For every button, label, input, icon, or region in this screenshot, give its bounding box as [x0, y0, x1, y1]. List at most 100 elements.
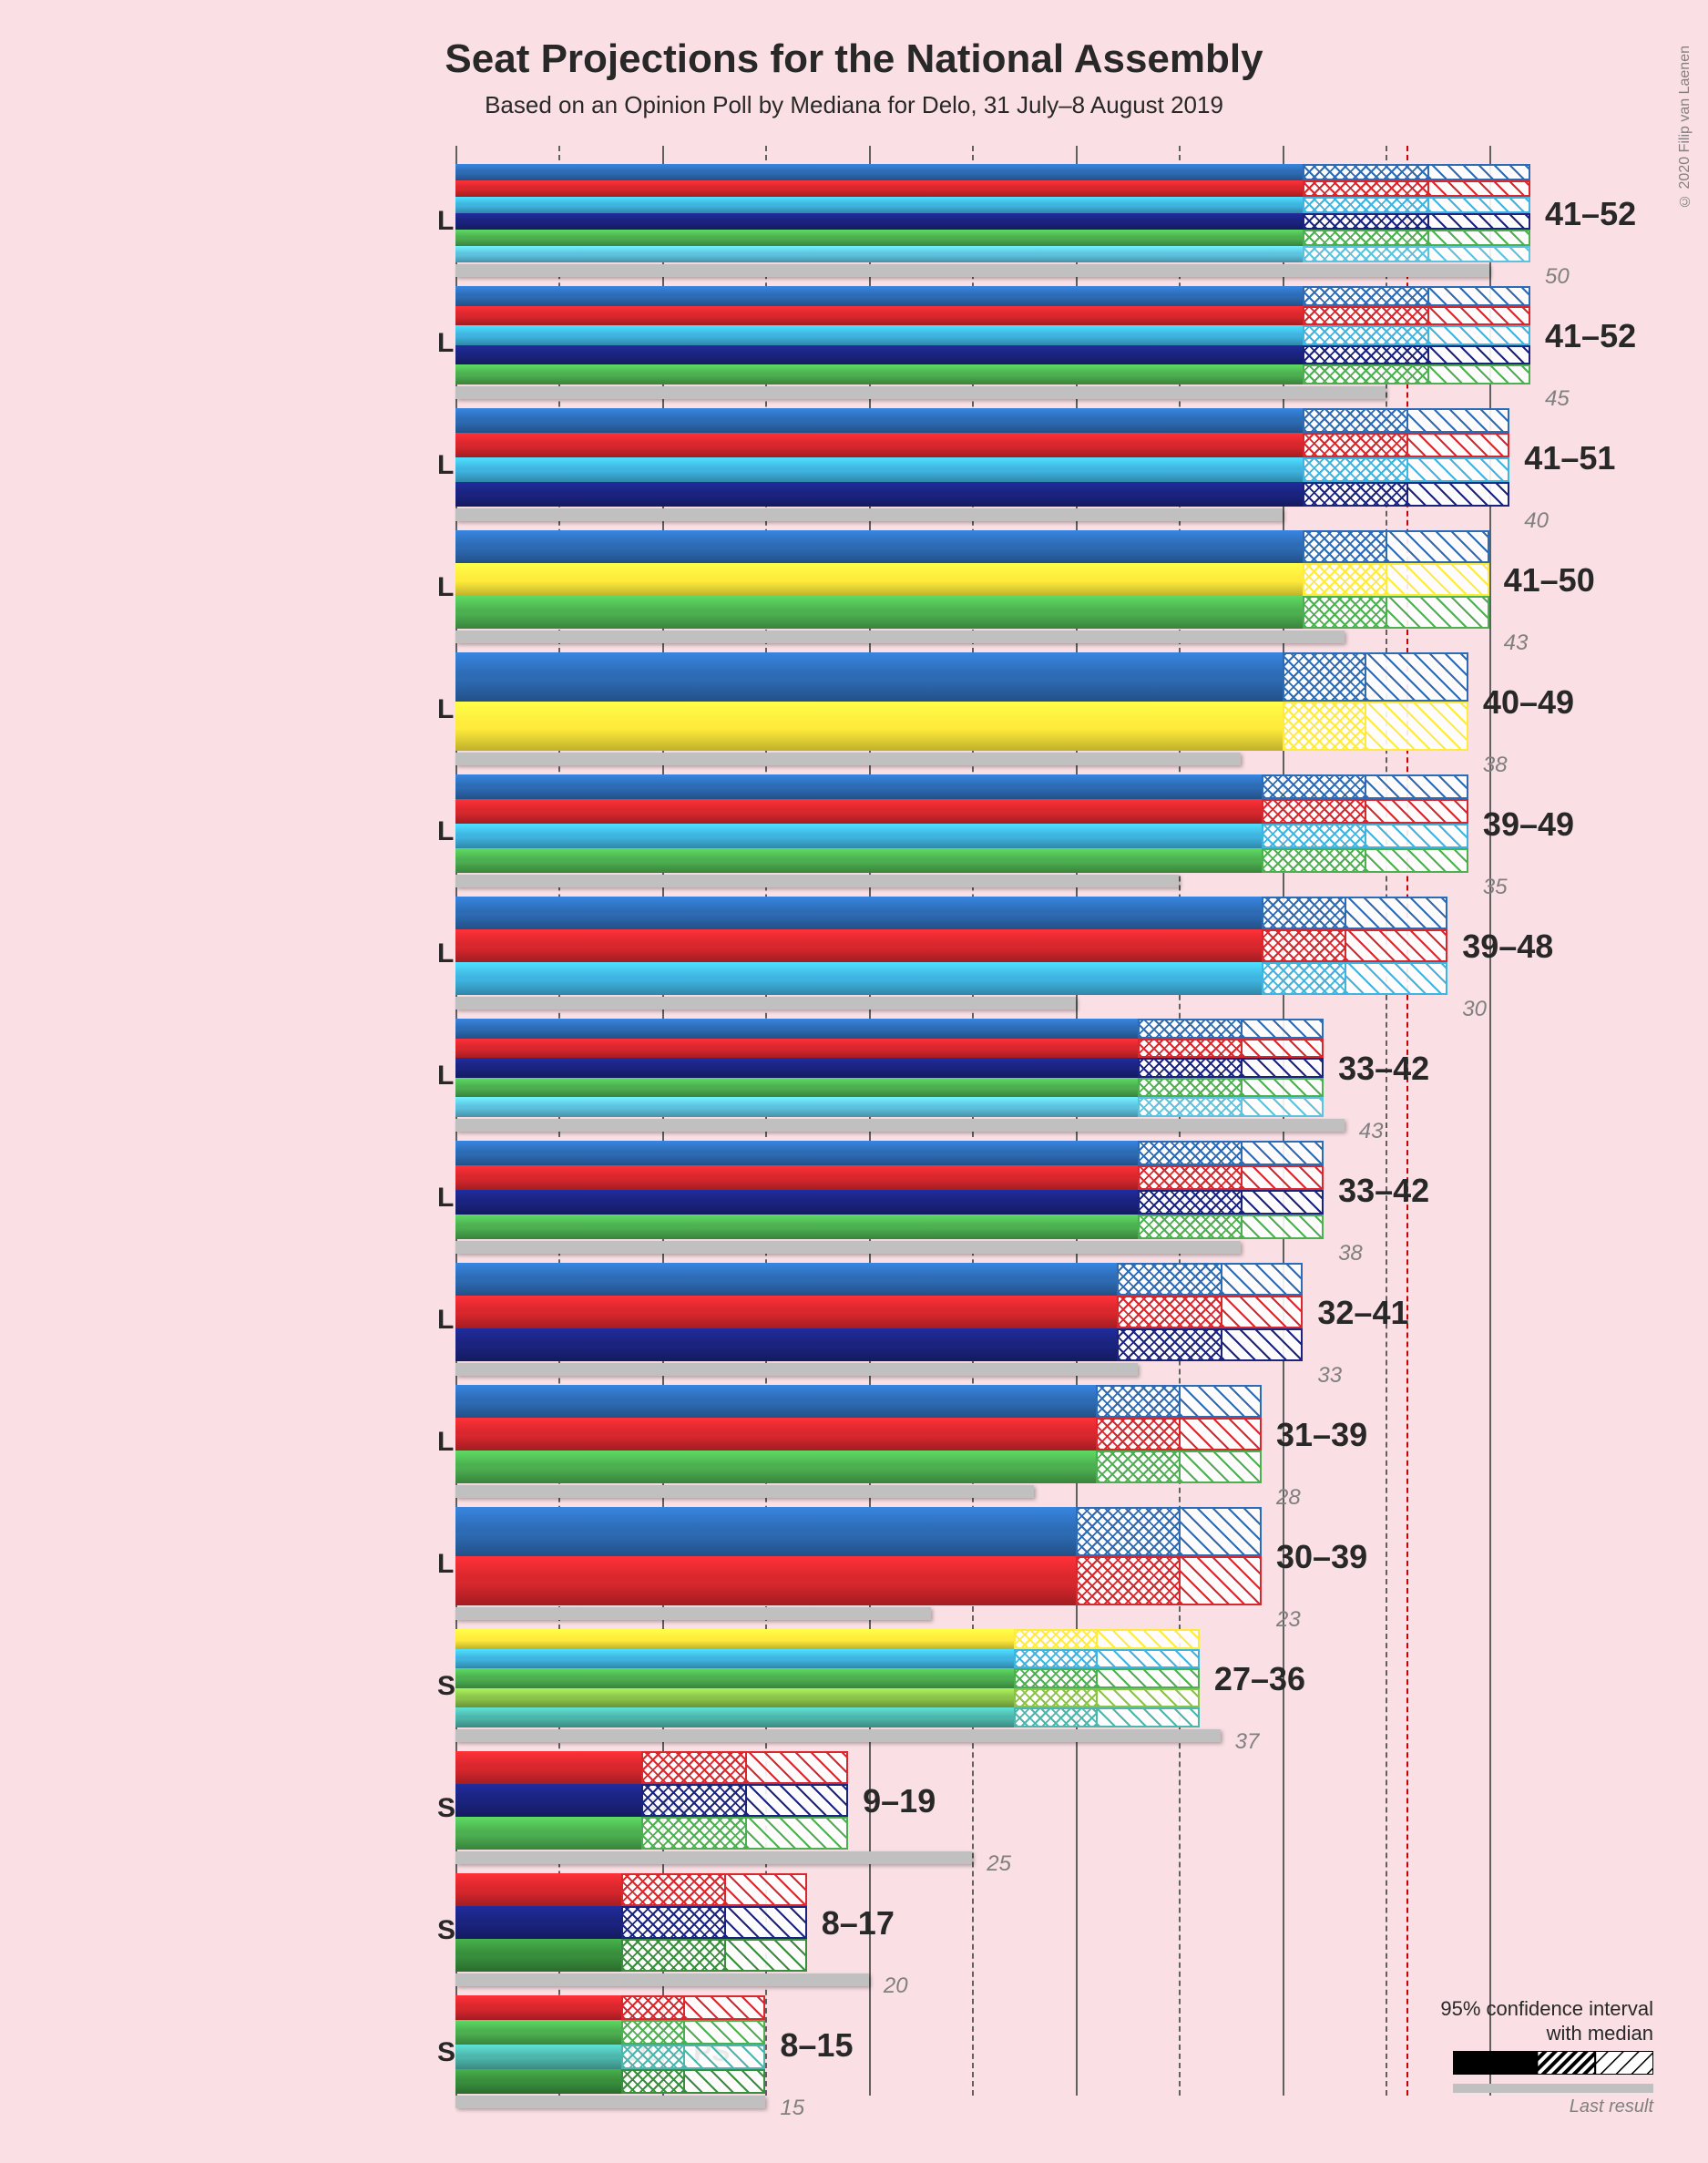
bar-ci-sparse: [1406, 457, 1509, 482]
bar-stripe: [455, 1263, 1117, 1296]
bar-ci-dense: [1283, 652, 1365, 702]
bar-stripe: [455, 482, 1303, 507]
range-label: 8–17: [822, 1904, 895, 1943]
bar-ci-dense: [1076, 1507, 1179, 1556]
bar-stripe: [455, 408, 1303, 433]
bar-ci-sparse: [1241, 1058, 1324, 1078]
bar-stripe: [455, 246, 1303, 262]
last-result-bar: [455, 2096, 765, 2108]
bar-ci-sparse: [1241, 1141, 1324, 1165]
bar-ci-dense: [621, 2020, 683, 2045]
bar-ci-sparse: [1179, 1451, 1262, 1483]
bar-stripe: [455, 1688, 1014, 1708]
bar-stripe: [455, 929, 1262, 962]
bar-stripe: [455, 848, 1262, 873]
bar-ci-dense: [1096, 1418, 1179, 1451]
bar-ci-sparse: [1345, 929, 1447, 962]
bar-ci-sparse: [1241, 1165, 1324, 1190]
bar-ci-dense: [1303, 345, 1427, 365]
coalition-label: LMŠ – SD – SMC – DeSUS: [437, 1183, 455, 1214]
coalition-row: LMŠ – SD – NSi – SMC41–5140: [73, 408, 1640, 523]
bar-ci-dense: [1117, 1296, 1220, 1328]
bar-stripe: [455, 1556, 1076, 1605]
legend: 95% confidence intervalwith median Last …: [1440, 1997, 1653, 2117]
bar-ci-sparse: [724, 1906, 807, 1939]
bar-ci-dense: [1138, 1097, 1241, 1117]
bar-ci-dense: [621, 1995, 683, 2020]
coalition-label: LMŠ – SD – SMC – DeSUS – PAB: [437, 1061, 455, 1092]
bar-ci-dense: [1138, 1141, 1241, 1165]
legend-last-swatch: [1453, 2084, 1653, 2093]
bar-ci-sparse: [1386, 596, 1488, 629]
bar-stripe: [455, 1141, 1138, 1165]
bar-stripe: [455, 1451, 1096, 1483]
bar-stripe: [455, 1784, 641, 1817]
bar-stripe: [455, 774, 1262, 799]
bar-ci-sparse: [1427, 164, 1530, 180]
bar-ci-dense: [1014, 1629, 1097, 1649]
bar-ci-sparse: [1096, 1707, 1199, 1727]
bar-ci-sparse: [1241, 1019, 1324, 1039]
coalition-label: LMŠ – SD – SMC: [437, 1305, 455, 1336]
bar-ci-dense: [621, 1906, 724, 1939]
bar-stripe: [455, 962, 1262, 995]
bar-stripe: [455, 213, 1303, 230]
coalition-row: LMŠ – SDS – DeSUS41–5043: [73, 530, 1640, 645]
last-result-bar: [455, 1363, 1138, 1376]
bar-stripe: [455, 1906, 621, 1939]
range-label: 9–19: [863, 1782, 936, 1820]
bar-ci-dense: [1303, 306, 1427, 326]
coalition-label: SD – SMC – DeSUS: [437, 1793, 455, 1824]
bar-ci-dense: [1096, 1451, 1179, 1483]
bar-ci-dense: [1303, 530, 1386, 563]
bar-ci-dense: [1138, 1058, 1241, 1078]
coalition-label: LMŠ – SDS – DeSUS: [437, 572, 455, 603]
bar-ci-sparse: [1365, 799, 1468, 824]
bar-stripe: [455, 1629, 1014, 1649]
bar-ci-dense: [1117, 1263, 1220, 1296]
range-label: 31–39: [1276, 1416, 1367, 1454]
bar-ci-sparse: [1427, 306, 1530, 326]
last-result-bar: [455, 508, 1283, 521]
coalition-label: LMŠ – SDS: [437, 694, 455, 725]
bar-ci-dense: [1303, 164, 1427, 180]
bar-ci-sparse: [1241, 1097, 1324, 1117]
bar-stripe: [455, 652, 1283, 702]
bar-ci-sparse: [1365, 824, 1468, 848]
bar-ci-dense: [621, 2069, 683, 2094]
range-label: 40–49: [1483, 683, 1574, 722]
bar-ci-sparse: [1427, 230, 1530, 246]
range-label: 27–36: [1214, 1660, 1305, 1698]
bar-ci-sparse: [1427, 213, 1530, 230]
bar-stripe: [455, 1190, 1138, 1215]
coalition-label: SD – SMC – PS: [437, 1915, 455, 1946]
chart-title: Seat Projections for the National Assemb…: [445, 36, 1263, 82]
coalition-row: SD – SMC – PS8–1720: [73, 1873, 1640, 1988]
bar-stripe: [455, 1097, 1138, 1117]
range-label: 30–39: [1276, 1538, 1367, 1576]
coalition-label: LMŠ – SD – NSi: [437, 938, 455, 969]
bar-ci-dense: [1283, 702, 1365, 751]
bar-stripe: [455, 799, 1262, 824]
bar-ci-sparse: [1179, 1385, 1262, 1418]
bar-ci-sparse: [1096, 1688, 1199, 1708]
last-result-bar: [455, 630, 1345, 643]
coalition-row: SD – SMC – DeSUS9–1925: [73, 1751, 1640, 1866]
bar-ci-dense: [641, 1751, 744, 1784]
range-label: 33–42: [1338, 1050, 1429, 1088]
legend-last-label: Last result: [1440, 2096, 1653, 2117]
bar-stripe: [455, 180, 1303, 197]
range-label: 41–51: [1524, 439, 1615, 477]
coalition-row: LMŠ – SD30–3923: [73, 1507, 1640, 1622]
bar-ci-dense: [1138, 1078, 1241, 1098]
coalition-label: LMŠ – SD – NSi – DeSUS: [437, 816, 455, 847]
bar-ci-sparse: [1386, 563, 1488, 596]
bar-ci-sparse: [1241, 1078, 1324, 1098]
bar-ci-sparse: [1221, 1263, 1304, 1296]
last-result-bar: [455, 997, 1076, 1010]
bar-stripe: [455, 286, 1303, 306]
bar-ci-dense: [1138, 1190, 1241, 1215]
bar-ci-dense: [1014, 1668, 1097, 1688]
bar-ci-sparse: [683, 2045, 766, 2069]
bar-ci-dense: [1303, 408, 1406, 433]
